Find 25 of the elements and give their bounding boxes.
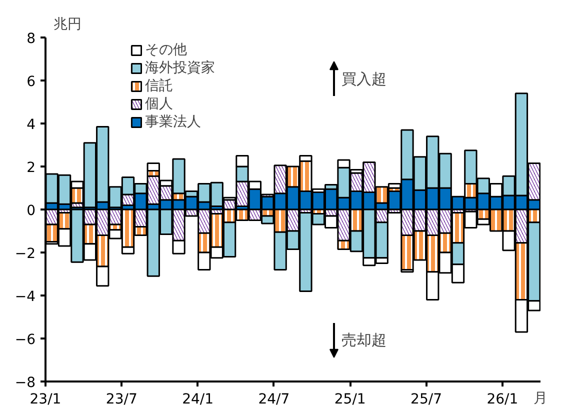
- x-tick-label: 24/7: [258, 392, 290, 408]
- y-tick-label: −8: [14, 375, 36, 391]
- x-tick-label: 25/1: [334, 392, 366, 408]
- y-tick-label: 4: [26, 117, 36, 133]
- legend-label: その他: [145, 41, 187, 59]
- annotation: 買入超: [342, 70, 387, 88]
- legend-label: 海外投資家: [145, 59, 215, 77]
- annotation: 売却超: [342, 331, 387, 350]
- x-tick-label: 23/1: [30, 392, 62, 408]
- y-tick-label: −4: [14, 289, 36, 305]
- x-tick-label: 24/1: [182, 392, 214, 408]
- x-tick-label: 26/1: [486, 392, 518, 408]
- y-tick-label: −6: [14, 332, 36, 348]
- y-tick-label: 2: [26, 160, 36, 176]
- y-tick-label: −2: [14, 246, 36, 262]
- y-tick-label: 6: [26, 74, 36, 90]
- y-tick-label: 0: [26, 203, 36, 219]
- x-tick-label: 23/7: [106, 392, 138, 408]
- y-tick-label: 8: [26, 31, 36, 47]
- y-axis-title: 兆円: [54, 16, 82, 32]
- legend-label: 個人: [145, 95, 173, 113]
- x-axis-title: 月: [534, 390, 548, 406]
- legend-label: 信託: [145, 77, 173, 95]
- x-tick-label: 25/7: [410, 392, 442, 408]
- legend-label: 事業法人: [145, 113, 201, 131]
